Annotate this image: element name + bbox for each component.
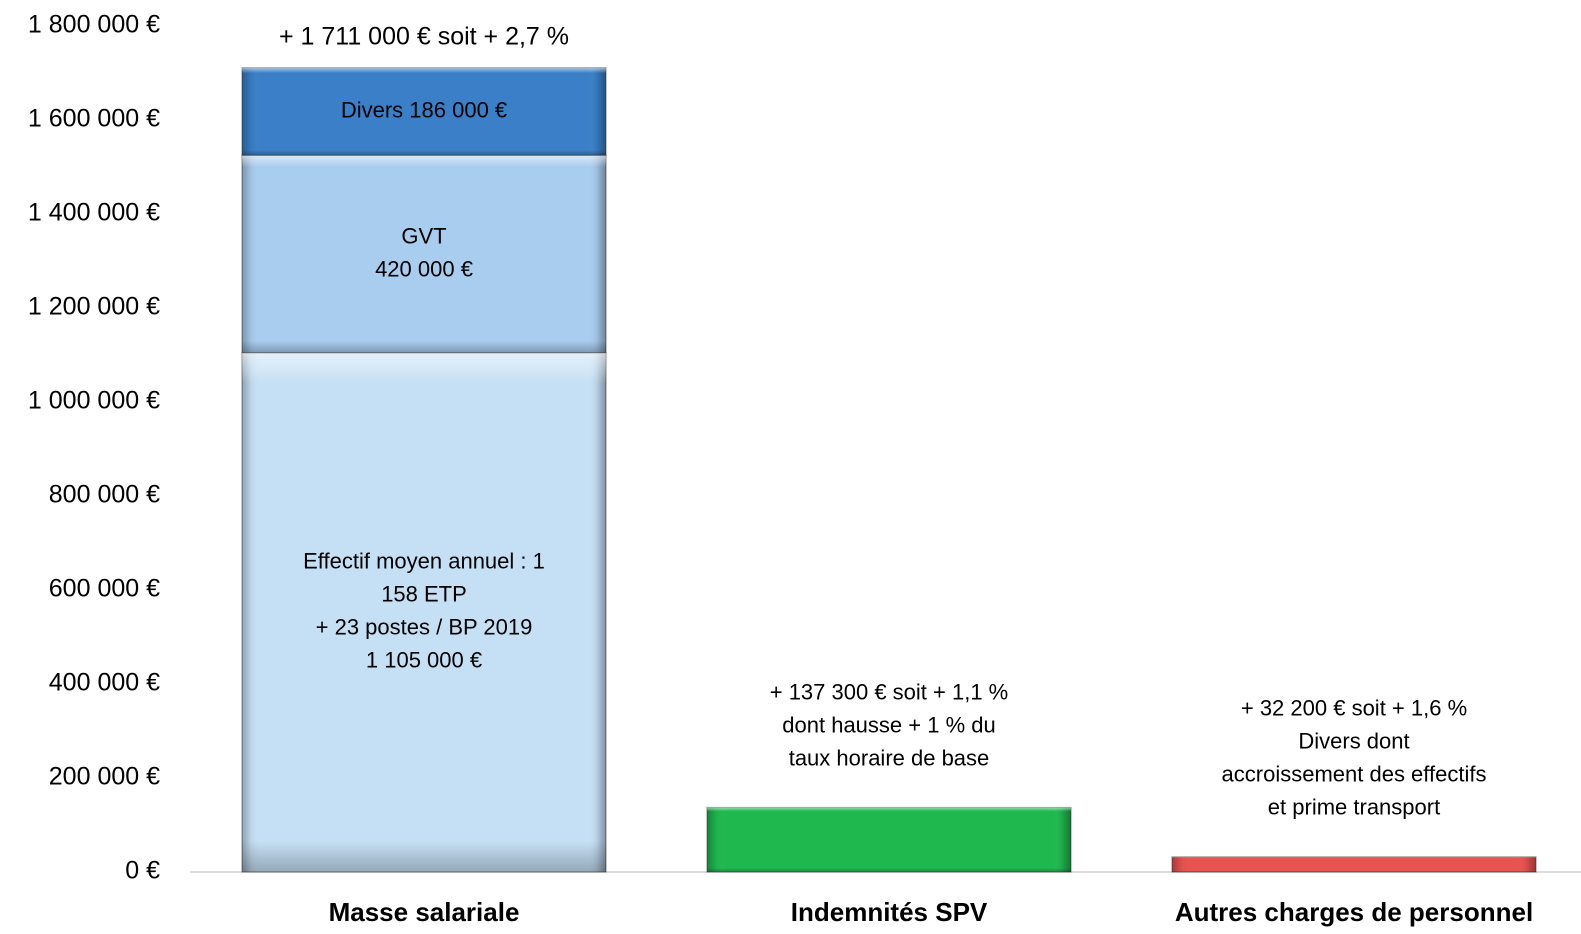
y-tick-label: 200 000 € bbox=[49, 763, 160, 791]
bar-segment-highlight bbox=[242, 155, 606, 353]
bar-annotation: dont hausse + 1 % du bbox=[782, 712, 995, 737]
bar-annotation: Divers dont bbox=[1298, 729, 1409, 754]
segment-label: 420 000 € bbox=[375, 256, 473, 281]
category-label: Indemnités SPV bbox=[791, 897, 988, 927]
bar-annotation: et prime transport bbox=[1268, 795, 1440, 820]
segment-label: 158 ETP bbox=[381, 582, 467, 607]
y-tick-label: 800 000 € bbox=[49, 481, 160, 509]
bar-segment: Divers 186 000 € bbox=[241, 67, 607, 156]
bar-segment: Effectif moyen annuel : 1 158 ETP + 23 pos… bbox=[241, 352, 607, 873]
y-tick-label: 1 000 000 € bbox=[28, 387, 160, 415]
bar-segment-highlight bbox=[242, 67, 606, 156]
bar-annotation: accroissement des effectifs bbox=[1222, 762, 1487, 787]
y-tick-label: 1 600 000 € bbox=[28, 105, 160, 133]
y-tick-label: 1 800 000 € bbox=[28, 11, 160, 39]
category-label: Masse salariale bbox=[329, 897, 520, 927]
category-label: Autres charges de personnel bbox=[1175, 897, 1533, 927]
bar-annotation: + 32 200 € soit + 1,6 % bbox=[1241, 696, 1467, 721]
bar-segment bbox=[706, 806, 1072, 873]
x-axis: Masse salariale Indemnités SPV Autres char… bbox=[329, 897, 1534, 927]
bar-annotation: taux horaire de base bbox=[789, 745, 990, 770]
bar-segment-highlight bbox=[242, 352, 606, 872]
bar-segment-highlight bbox=[707, 807, 1071, 872]
y-tick-label: 400 000 € bbox=[49, 669, 160, 697]
segment-label: 1 105 000 € bbox=[366, 648, 482, 673]
segment-label: + 23 postes / BP 2019 bbox=[316, 615, 533, 640]
bar-segment-highlight bbox=[1172, 856, 1536, 872]
segment-label: GVT bbox=[401, 223, 446, 248]
y-tick-label: 600 000 € bbox=[49, 575, 160, 603]
bar-annotation: + 1 711 000 € soit + 2,7 % bbox=[279, 22, 569, 50]
segment-label: Divers 186 000 € bbox=[341, 97, 507, 122]
segment-label: Effectif moyen annuel : 1 bbox=[303, 549, 545, 574]
bar-annotation: + 137 300 € soit + 1,1 % bbox=[770, 679, 1009, 704]
y-tick-label: 1 200 000 € bbox=[28, 293, 160, 321]
bars: Effectif moyen annuel : 1 158 ETP + 23 pos… bbox=[241, 22, 1537, 873]
y-axis: 0 € 200 000 € 400 000 € 600 000 € 800 000 € 1… bbox=[28, 11, 160, 885]
bar-segment: GVT 420 000 € bbox=[241, 154, 607, 354]
y-tick-label: 1 400 000 € bbox=[28, 199, 160, 227]
y-tick-label: 0 € bbox=[125, 857, 160, 885]
bar-segment bbox=[1171, 856, 1537, 873]
